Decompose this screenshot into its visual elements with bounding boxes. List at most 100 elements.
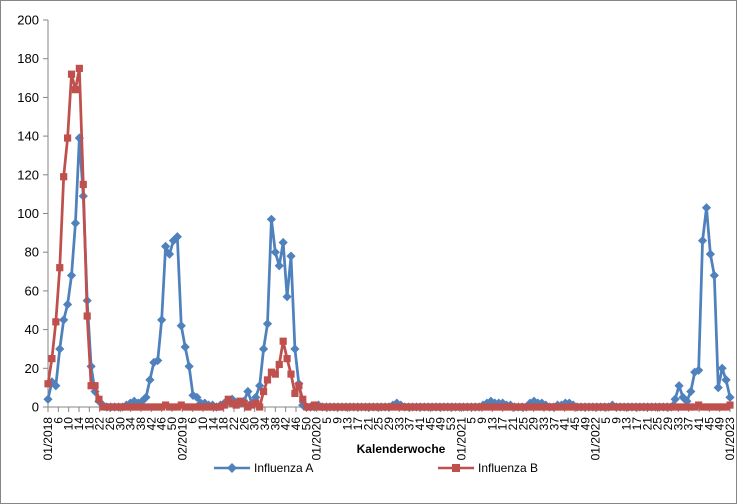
data-point-influenza-b (651, 403, 660, 411)
data-point-influenza-a (286, 251, 296, 261)
data-point-influenza-b (122, 403, 130, 411)
data-point-influenza-b (75, 64, 83, 72)
data-point-influenza-b (659, 403, 667, 411)
data-point-influenza-b (597, 403, 605, 411)
x-tick-label: 5 (465, 417, 479, 424)
x-tick-label: 33 (671, 417, 685, 431)
data-point-influenza-b (401, 403, 409, 411)
data-point-influenza-b (546, 403, 554, 411)
data-point-influenza-a (690, 367, 700, 377)
x-tick-label: 46 (289, 417, 303, 431)
data-point-influenza-b (718, 403, 726, 411)
data-point-influenza-b (491, 403, 499, 411)
data-point-influenza-b (663, 403, 671, 411)
data-point-influenza-b (604, 403, 613, 411)
data-point-influenza-a (164, 249, 175, 259)
data-point-influenza-a (59, 315, 69, 325)
data-point-influenza-b (475, 403, 483, 411)
x-tick-label: 10 (196, 417, 210, 431)
data-point-influenza-a (172, 232, 182, 242)
x-tick-label: 25 (372, 417, 386, 431)
data-point-influenza-b (307, 403, 315, 411)
x-tick-label: 50 (165, 417, 179, 431)
y-tick-label: 0 (32, 400, 39, 415)
legend-item-influenza-a: Influenza A (214, 461, 313, 475)
data-point-influenza-b (295, 382, 303, 390)
x-tick-label: 33 (537, 417, 551, 431)
x-tick-label: 14 (206, 417, 220, 431)
data-point-influenza-b (275, 360, 283, 369)
data-point-influenza-b (357, 403, 366, 411)
data-point-influenza-b (542, 403, 550, 411)
data-point-influenza-b (502, 403, 511, 411)
data-point-influenza-b (252, 399, 260, 407)
data-point-influenza-a (694, 365, 704, 375)
data-point-influenza-b (404, 403, 413, 411)
data-point-influenza-b (114, 403, 123, 411)
data-point-influenza-b (205, 403, 213, 411)
data-point-influenza-b (126, 403, 134, 411)
data-point-influenza-b (561, 403, 569, 411)
data-point-influenza-b (150, 403, 158, 411)
data-point-influenza-b (310, 401, 319, 409)
data-point-influenza-b (679, 403, 687, 411)
data-point-influenza-b (573, 403, 581, 411)
data-point-influenza-a (697, 235, 708, 246)
data-point-influenza-b (350, 403, 358, 411)
x-tick-label: 21 (506, 417, 520, 431)
data-point-influenza-b (671, 403, 679, 411)
data-point-influenza-a (270, 247, 280, 257)
data-point-influenza-b (354, 403, 362, 411)
x-tick-label: 42 (279, 417, 293, 431)
data-point-influenza-b (691, 403, 699, 411)
x-tick-label: 33 (392, 417, 406, 431)
x-tick-label: 9 (475, 417, 489, 424)
x-tick-label: 29 (382, 417, 396, 431)
plot-area (43, 64, 735, 412)
y-tick-label: 180 (17, 51, 39, 66)
x-tick-label: 45 (568, 417, 582, 431)
x-tick-label: 50 (299, 417, 313, 431)
data-point-influenza-b (726, 401, 734, 409)
x-tick-label: 37 (547, 417, 561, 431)
data-point-influenza-a (180, 342, 190, 352)
data-point-influenza-b (326, 403, 334, 411)
data-point-influenza-a (90, 386, 100, 397)
data-point-influenza-b (322, 403, 330, 411)
x-tick-label: 9 (330, 417, 344, 424)
x-tick-label: 49 (713, 417, 727, 431)
data-point-influenza-b (224, 395, 232, 403)
x-tick-label: 38 (134, 417, 148, 431)
data-point-influenza-b (161, 401, 170, 409)
x-tick-label: 41 (413, 417, 427, 431)
data-point-influenza-b (267, 368, 276, 376)
data-point-influenza-a (55, 344, 65, 354)
data-point-influenza-b (518, 403, 526, 411)
data-point-influenza-b (173, 403, 181, 411)
data-point-influenza-b (181, 403, 189, 411)
data-point-influenza-a (290, 344, 300, 354)
x-tick-label: 14 (72, 417, 86, 431)
x-tick-label: 13 (620, 417, 634, 431)
data-point-influenza-b (330, 403, 338, 411)
data-point-influenza-b (655, 403, 664, 411)
x-tick-label: 25 (516, 417, 530, 431)
data-point-influenza-b (640, 403, 648, 411)
x-tick-label: 6 (51, 417, 65, 424)
y-tick-label: 20 (25, 361, 39, 376)
data-point-influenza-b (710, 403, 718, 411)
x-tick-label: 45 (702, 417, 716, 431)
legend-label-influenza-b: Influenza B (478, 461, 538, 475)
data-point-influenza-b (397, 403, 405, 411)
data-point-influenza-b (232, 401, 240, 409)
data-point-influenza-b (373, 403, 381, 411)
data-point-influenza-b (154, 403, 162, 411)
data-point-influenza-a (43, 394, 53, 404)
data-point-influenza-a (709, 270, 719, 281)
data-point-influenza-a (62, 299, 73, 310)
data-point-influenza-b (408, 403, 417, 411)
x-tick-label: 18 (82, 417, 96, 431)
data-point-influenza-b (589, 403, 597, 411)
data-point-influenza-b (593, 403, 601, 411)
data-point-influenza-b (318, 403, 326, 411)
